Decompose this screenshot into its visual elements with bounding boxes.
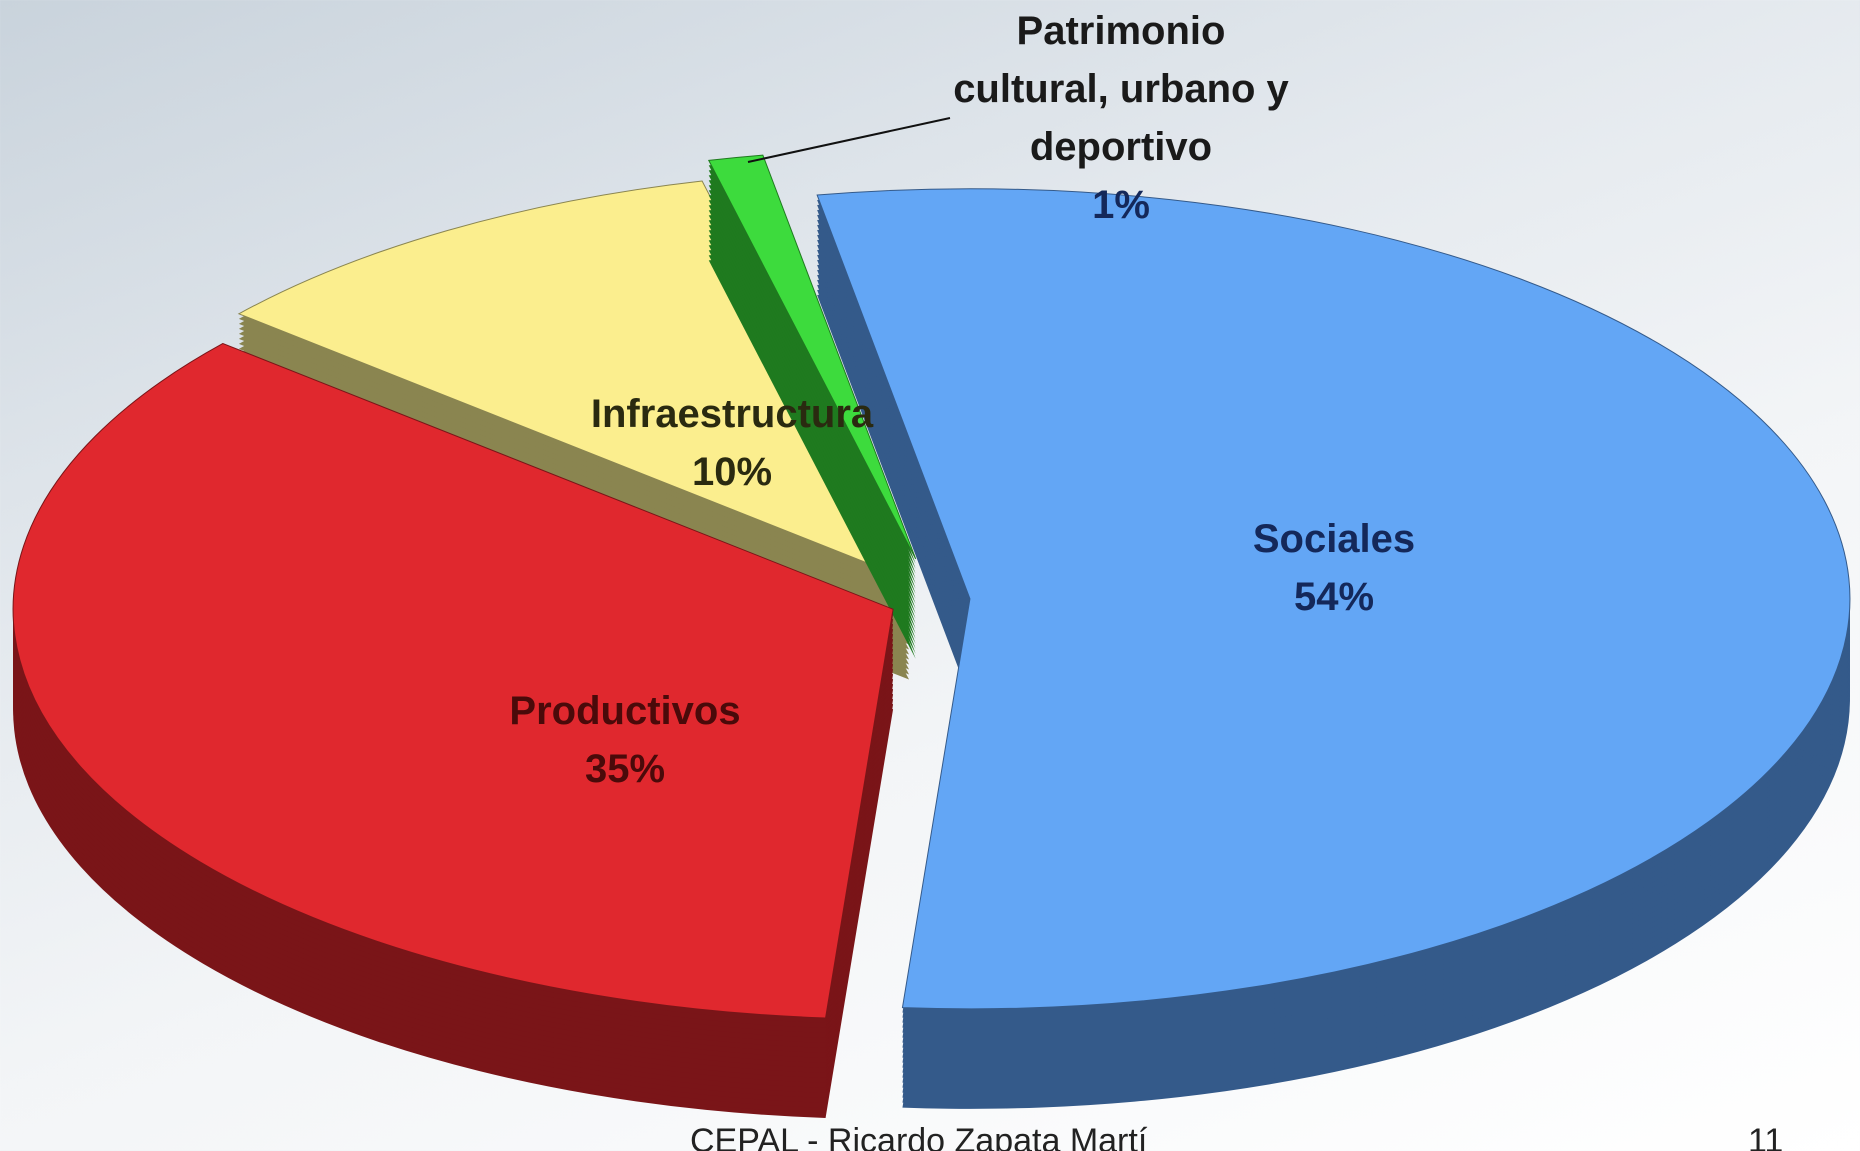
value-label: 54% [1293, 575, 1375, 619]
slice-side [708, 165, 916, 569]
slice-side [708, 175, 916, 579]
slice [816, 188, 1851, 1109]
label: Infraestructura 10% [591, 385, 873, 501]
leader-line [747, 117, 951, 163]
slice-side [708, 230, 916, 634]
slice-side [708, 245, 916, 649]
slice-side [708, 210, 916, 614]
label: Productivos 35% [509, 682, 740, 798]
value-label: 35% [584, 747, 666, 791]
slice-side [708, 255, 916, 659]
slice-side [708, 190, 916, 594]
value-label: 1% [1092, 183, 1150, 227]
slice-side [708, 200, 916, 604]
label: Patrimonio cultural, urbano y deportivo 1… [951, 2, 1291, 234]
category-label: Patrimonio cultural, urbano y deportivo [953, 9, 1289, 169]
label: Sociales 54% [1253, 510, 1415, 626]
slice-side [708, 185, 916, 589]
slice-side [708, 180, 916, 584]
slice-side [708, 220, 916, 624]
slice-side [708, 195, 916, 599]
slice-top [707, 154, 917, 560]
slice-top [12, 342, 894, 1019]
category-label: Productivos [509, 689, 741, 733]
pie [12, 154, 1851, 1119]
slice-side [708, 250, 916, 654]
slice-side [708, 235, 916, 639]
value-label: 10% [691, 450, 773, 494]
slice-side [708, 240, 916, 644]
slice-side [708, 170, 916, 574]
slice [12, 342, 894, 1119]
category-label: Infraestructura [590, 392, 874, 436]
slice [707, 154, 917, 659]
page-number: 11 [1748, 1122, 1784, 1151]
slice-side [708, 205, 916, 609]
category-label: Sociales [1252, 517, 1416, 561]
footer-text: CEPAL - Ricardo Zapata Martí [690, 1122, 1148, 1151]
slice-side [708, 215, 916, 619]
slice-side [708, 225, 916, 629]
slice-top [816, 188, 1851, 1010]
